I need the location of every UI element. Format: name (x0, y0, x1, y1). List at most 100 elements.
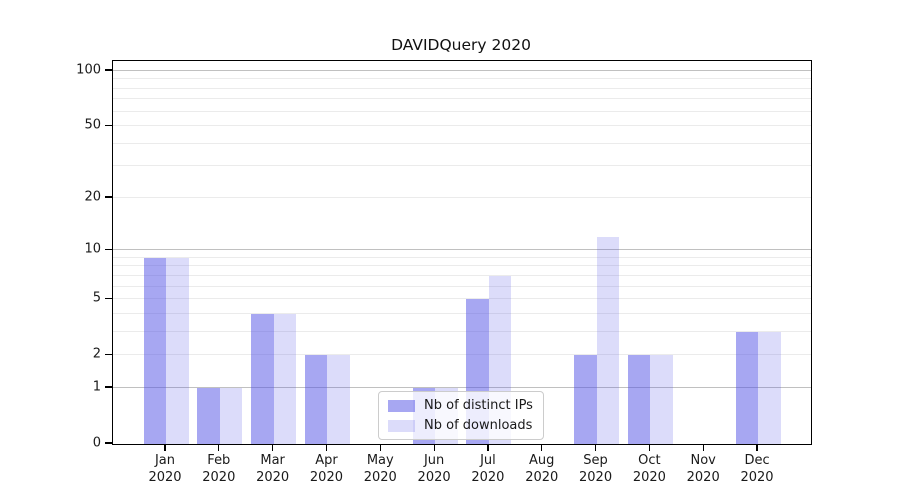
x-tick-mark (541, 444, 543, 451)
x-tick-label: Apr 2020 (291, 453, 361, 486)
y-gridline-minor (113, 274, 811, 276)
bar-downloads-1 (219, 387, 243, 444)
x-tick-year: 2020 (471, 469, 505, 485)
y-tick-label: 0 (92, 435, 101, 451)
y-gridline-minor (113, 125, 811, 127)
x-tick-year: 2020 (363, 469, 397, 485)
y-gridline-minor (113, 165, 811, 167)
bar-distinct-ips-0 (143, 257, 166, 444)
legend-swatch-downloads (388, 419, 415, 432)
y-gridline-minor (113, 78, 811, 80)
y-tick-mark (105, 124, 112, 126)
y-tick-label: 100 (76, 62, 101, 78)
x-tick-month: May (366, 453, 394, 468)
bar-distinct-ips-11 (735, 331, 759, 444)
y-tick-mark (105, 297, 112, 299)
legend-item-distinct-ips: Nb of distinct IPs (388, 398, 533, 413)
y-tick-label: 20 (84, 189, 101, 205)
x-tick-label: May 2020 (345, 453, 415, 486)
bar-downloads-2 (273, 313, 297, 444)
y-gridline-minor (113, 110, 811, 112)
legend-item-downloads: Nb of downloads (388, 418, 533, 433)
bar-distinct-ips-3 (304, 355, 328, 444)
x-tick-mark (648, 444, 650, 451)
legend-label-downloads: Nb of downloads (424, 418, 533, 433)
y-tick-mark (105, 248, 112, 250)
y-tick-mark (105, 353, 112, 355)
x-tick-mark (487, 444, 489, 451)
plot-area (112, 60, 812, 445)
x-tick-mark (325, 444, 328, 451)
bar-distinct-ips-8 (574, 355, 597, 444)
y-gridline-minor (113, 265, 811, 267)
x-tick-mark (433, 444, 435, 451)
x-tick-label: Aug 2020 (507, 453, 577, 486)
x-tick-label: Feb 2020 (184, 453, 254, 486)
bar-distinct-ips-1 (197, 387, 220, 444)
bar-downloads-11 (758, 331, 781, 444)
x-tick-year: 2020 (579, 469, 613, 485)
x-tick-month: Dec (744, 453, 770, 468)
y-gridline-minor (113, 312, 811, 314)
x-tick-year: 2020 (202, 469, 236, 485)
bar-downloads-0 (166, 257, 189, 444)
x-tick-year: 2020 (256, 469, 290, 485)
x-tick-mark (702, 444, 704, 451)
x-tick-month: Jul (480, 453, 496, 468)
x-tick-year: 2020 (740, 469, 774, 485)
x-tick-year: 2020 (417, 469, 451, 485)
x-tick-mark (756, 444, 758, 451)
x-tick-label: Jul 2020 (453, 453, 523, 486)
y-gridline-major (113, 249, 811, 251)
bar-downloads-3 (327, 355, 350, 444)
y-gridline-minor (113, 142, 811, 144)
legend: Nb of distinct IPs Nb of downloads (378, 391, 544, 440)
y-tick-mark (105, 196, 112, 198)
y-gridline-minor (113, 256, 811, 258)
x-tick-mark (272, 444, 274, 451)
chart-title: DAVIDQuery 2020 (391, 36, 531, 54)
x-tick-month: Oct (638, 453, 661, 468)
y-tick-label: 1 (92, 379, 101, 395)
x-tick-label: Jun 2020 (399, 453, 469, 486)
y-gridline-minor (113, 354, 811, 356)
x-tick-year: 2020 (632, 469, 666, 485)
x-tick-mark (379, 444, 381, 451)
x-tick-month: Aug (529, 453, 555, 468)
y-tick-label: 2 (92, 346, 101, 362)
x-tick-year: 2020 (148, 469, 182, 485)
y-gridline-minor (113, 285, 811, 287)
x-tick-year: 2020 (525, 469, 559, 485)
bar-distinct-ips-2 (251, 313, 274, 444)
y-tick-mark (105, 386, 112, 388)
x-tick-label: Dec 2020 (722, 453, 792, 486)
y-gridline-minor (113, 87, 811, 89)
x-tick-mark (218, 444, 220, 451)
y-gridline-minor (113, 98, 811, 100)
y-tick-mark (105, 69, 112, 71)
y-gridline-minor (113, 298, 811, 300)
x-tick-mark (164, 444, 166, 451)
bar-downloads-9 (650, 355, 673, 444)
y-gridline-major (113, 386, 811, 388)
x-tick-month: Apr (315, 453, 338, 468)
y-gridline-minor (113, 196, 811, 198)
y-tick-label: 5 (92, 290, 101, 306)
y-tick-label: 10 (84, 241, 101, 257)
x-tick-month: Mar (260, 453, 285, 468)
x-tick-label: Mar 2020 (238, 453, 308, 486)
x-tick-month: Jan (154, 453, 176, 468)
x-tick-label: Jan 2020 (130, 453, 200, 486)
y-tick-mark (105, 442, 112, 444)
y-gridline-minor (113, 330, 811, 332)
x-tick-year: 2020 (309, 469, 343, 485)
legend-swatch-distinct-ips (388, 399, 415, 412)
x-tick-label: Sep 2020 (561, 453, 631, 486)
x-tick-month: Jun (423, 453, 445, 468)
y-tick-label: 50 (84, 117, 101, 133)
x-tick-label: Nov 2020 (668, 453, 738, 486)
x-tick-month: Feb (207, 453, 231, 468)
x-tick-mark (594, 444, 597, 451)
y-gridline-major (113, 70, 811, 71)
